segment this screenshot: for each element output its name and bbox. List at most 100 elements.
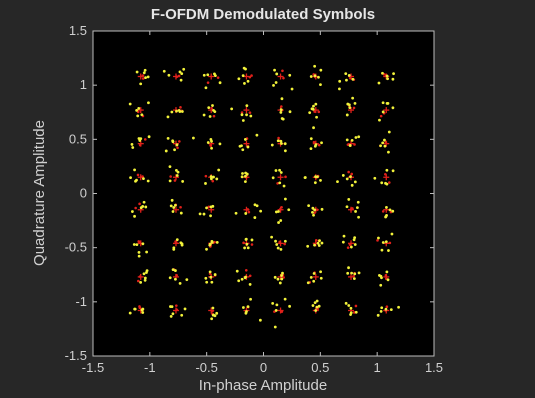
received-symbol xyxy=(318,239,321,243)
received-symbol xyxy=(279,139,283,143)
received-symbol xyxy=(143,68,147,72)
received-symbol xyxy=(387,150,390,154)
received-symbol xyxy=(320,141,323,145)
received-symbol xyxy=(336,180,339,184)
received-symbol xyxy=(385,168,389,172)
received-symbol xyxy=(349,175,352,179)
received-symbol xyxy=(166,136,170,140)
received-symbol xyxy=(306,244,310,248)
received-symbol xyxy=(373,176,377,180)
received-symbol xyxy=(355,206,359,210)
received-symbol xyxy=(276,139,280,143)
reference-symbol xyxy=(173,179,177,182)
received-symbol xyxy=(202,73,206,77)
received-symbol xyxy=(185,278,189,282)
reference-symbol xyxy=(282,76,285,80)
received-symbol xyxy=(280,142,283,145)
received-symbol xyxy=(274,239,277,243)
received-symbol xyxy=(279,219,283,222)
received-symbol xyxy=(345,205,349,209)
x-tick-label: -1 xyxy=(144,360,156,375)
received-symbol xyxy=(348,106,352,110)
x-tick-label: 1.5 xyxy=(425,360,443,375)
received-symbol xyxy=(146,75,150,79)
received-symbol xyxy=(348,143,352,147)
received-symbol xyxy=(245,310,248,313)
received-symbol xyxy=(213,273,217,276)
received-symbol xyxy=(319,68,323,72)
received-symbol xyxy=(380,181,384,185)
received-symbol xyxy=(385,270,389,274)
received-symbol xyxy=(210,280,214,284)
received-symbol xyxy=(209,175,213,178)
received-symbol xyxy=(181,180,185,183)
received-symbol xyxy=(175,143,179,147)
y-tick-label: 1 xyxy=(80,77,87,92)
reference-symbol xyxy=(248,111,252,114)
reference-symbol xyxy=(137,240,141,243)
received-symbol xyxy=(249,114,253,118)
received-symbol xyxy=(376,313,380,317)
received-symbol xyxy=(246,145,250,149)
received-symbol xyxy=(379,283,383,287)
reference-symbol xyxy=(352,274,355,278)
received-symbol xyxy=(146,179,150,183)
received-symbol xyxy=(133,214,136,218)
reference-symbol xyxy=(247,210,251,214)
received-symbol xyxy=(250,238,254,242)
received-symbol xyxy=(241,74,245,78)
received-symbol xyxy=(243,138,247,141)
received-symbol xyxy=(288,110,292,114)
received-symbol xyxy=(350,183,354,187)
received-symbol xyxy=(145,271,148,274)
received-symbol xyxy=(141,205,145,208)
received-symbol xyxy=(147,135,151,139)
received-symbol xyxy=(353,102,357,105)
received-symbol xyxy=(315,299,319,303)
received-symbol xyxy=(237,279,241,283)
reference-symbol xyxy=(248,274,252,278)
received-symbol xyxy=(313,144,317,148)
reference-symbol xyxy=(283,242,286,246)
received-symbol xyxy=(354,210,357,213)
received-symbol xyxy=(387,249,390,252)
received-symbol xyxy=(310,107,314,111)
received-symbol xyxy=(218,142,222,146)
received-symbol xyxy=(317,304,321,308)
reference-symbol xyxy=(136,173,140,177)
received-symbol xyxy=(241,172,244,175)
received-symbol xyxy=(171,268,175,272)
received-symbol xyxy=(377,236,380,240)
received-symbol xyxy=(246,246,250,250)
received-symbol xyxy=(171,312,175,316)
received-symbol xyxy=(177,108,181,112)
reference-symbol xyxy=(347,170,350,174)
received-symbol xyxy=(346,271,350,275)
received-symbol xyxy=(347,304,351,307)
received-symbol xyxy=(243,82,246,85)
received-symbol xyxy=(345,138,349,142)
received-symbol xyxy=(390,232,394,236)
y-axis-label: Quadrature Amplitude xyxy=(31,120,48,266)
reference-symbol xyxy=(206,81,210,84)
received-symbol xyxy=(170,110,174,114)
received-symbol xyxy=(182,67,186,71)
received-symbol xyxy=(202,212,206,216)
received-symbol xyxy=(139,82,143,86)
received-symbol xyxy=(215,177,219,181)
x-tick-label: 0.5 xyxy=(311,360,329,375)
plot-marks xyxy=(128,64,400,329)
received-symbol xyxy=(313,64,317,68)
reference-symbol xyxy=(177,74,181,78)
received-symbol xyxy=(234,211,238,215)
received-symbol xyxy=(208,115,212,118)
received-symbol xyxy=(130,143,134,146)
received-symbol xyxy=(170,305,174,309)
reference-symbol xyxy=(211,309,214,313)
received-symbol xyxy=(312,213,315,217)
received-symbol xyxy=(243,246,246,250)
received-symbol xyxy=(350,139,354,142)
received-symbol xyxy=(168,179,172,183)
